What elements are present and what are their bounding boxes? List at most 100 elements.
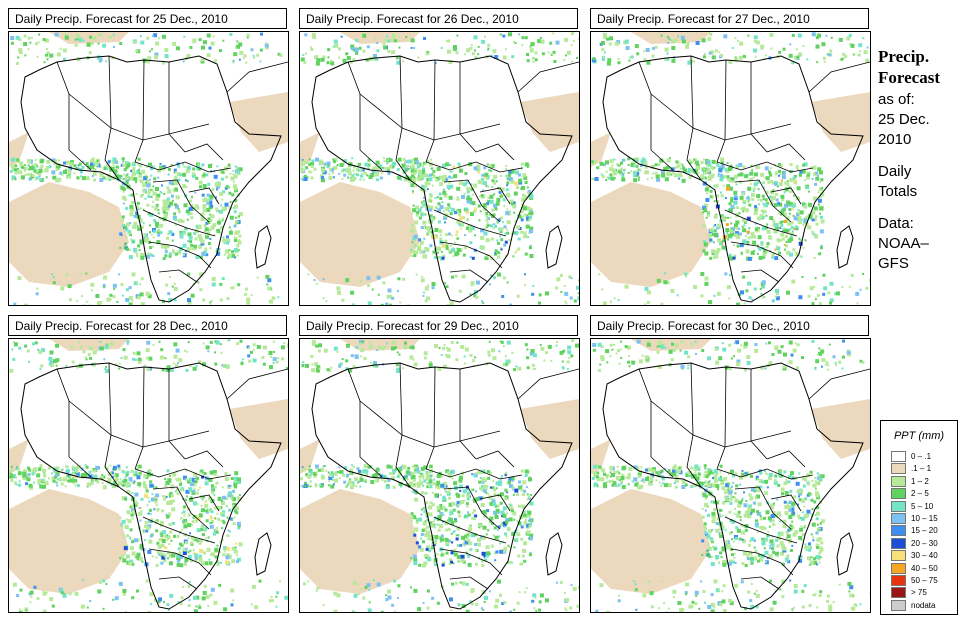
precip-cell	[419, 174, 424, 179]
precip-cell	[118, 362, 121, 365]
precip-cell	[209, 213, 212, 216]
precip-cell	[182, 165, 185, 168]
precip-cell	[311, 363, 314, 366]
precip-cell	[564, 607, 567, 610]
precip-cell	[529, 501, 534, 506]
precip-cell	[512, 493, 515, 496]
precip-cell	[422, 477, 425, 480]
precip-cell	[470, 187, 474, 191]
precip-cell	[156, 519, 159, 522]
precip-cell	[565, 54, 567, 57]
precip-cell	[230, 229, 233, 232]
precip-cell	[18, 483, 22, 487]
precip-cell	[518, 480, 521, 484]
precip-cell	[256, 344, 261, 349]
precip-cell	[445, 551, 449, 555]
precip-cell	[165, 283, 169, 287]
precip-cell	[485, 545, 490, 550]
precip-cell	[133, 248, 138, 252]
precip-cell	[506, 231, 510, 235]
precip-cell	[450, 341, 454, 344]
precip-cell	[480, 228, 484, 233]
precip-cell	[808, 214, 813, 219]
precip-cell	[161, 555, 166, 560]
precip-cell	[513, 546, 516, 549]
precip-cell	[326, 368, 330, 372]
precip-cell	[617, 61, 621, 65]
precip-cell	[332, 476, 335, 479]
precip-cell	[747, 506, 752, 511]
precip-cell	[494, 249, 498, 253]
precip-cell	[463, 544, 466, 547]
precip-cell	[748, 227, 751, 230]
precip-cell	[386, 159, 389, 162]
precip-cell	[169, 495, 171, 498]
precip-cell	[272, 351, 275, 353]
precip-cell	[185, 469, 188, 472]
precip-cell	[186, 54, 191, 59]
precip-cell	[68, 298, 72, 302]
precip-cell	[268, 599, 272, 603]
precip-cell	[160, 534, 164, 538]
precip-cell	[124, 524, 129, 529]
precip-cell	[499, 593, 502, 597]
precip-cell	[819, 212, 822, 215]
precip-cell	[748, 178, 752, 182]
precip-cell	[165, 480, 170, 485]
precip-cell	[50, 363, 54, 367]
precip-cell	[79, 273, 82, 276]
precip-cell	[133, 177, 138, 182]
precip-cell	[175, 195, 180, 200]
precip-cell	[443, 364, 447, 369]
precip-cell	[729, 601, 734, 606]
africa-coastline	[20, 362, 282, 610]
precip-cell	[545, 291, 549, 296]
precip-cell	[786, 290, 790, 295]
precip-cell	[740, 290, 744, 295]
precip-cell	[770, 47, 773, 50]
precip-cell	[129, 222, 132, 225]
precip-cell	[76, 176, 80, 180]
dry-area	[811, 92, 870, 152]
precip-cell	[568, 357, 571, 360]
precip-cell	[527, 236, 529, 239]
precip-cell	[480, 559, 484, 563]
precip-cell	[478, 480, 482, 484]
precip-cell	[179, 173, 183, 177]
precip-cell	[739, 180, 743, 184]
dry-area	[300, 489, 420, 594]
precip-cell	[174, 252, 178, 256]
precip-cell	[734, 223, 738, 228]
precip-cell	[483, 600, 486, 603]
precip-cell	[168, 252, 172, 256]
precip-cell	[811, 302, 815, 305]
precip-cell	[497, 251, 501, 255]
precip-cell	[674, 38, 678, 42]
precip-cell	[227, 529, 230, 532]
precip-cell	[414, 157, 418, 162]
precip-cell	[415, 205, 420, 210]
precip-cell	[664, 47, 669, 52]
precip-cell	[114, 596, 119, 601]
precip-cell	[233, 52, 238, 57]
precip-cell	[215, 207, 219, 211]
precip-cell	[485, 184, 488, 187]
precip-cell	[514, 488, 519, 493]
precip-cell	[189, 199, 193, 203]
precip-cell	[122, 160, 125, 163]
dry-area	[591, 489, 711, 594]
precip-cell	[467, 554, 471, 558]
precip-cell	[463, 208, 466, 211]
precip-cell	[174, 490, 177, 493]
precip-cell	[524, 474, 528, 477]
precip-cell	[277, 357, 280, 360]
precip-cell	[85, 162, 89, 166]
precip-cell	[412, 177, 416, 181]
precip-cell	[514, 538, 517, 541]
precip-cell	[570, 354, 574, 358]
precip-cell	[436, 246, 440, 251]
precip-cell	[763, 205, 765, 208]
precip-cell	[760, 241, 764, 245]
precip-cell	[422, 177, 425, 180]
precip-cell	[489, 590, 491, 593]
